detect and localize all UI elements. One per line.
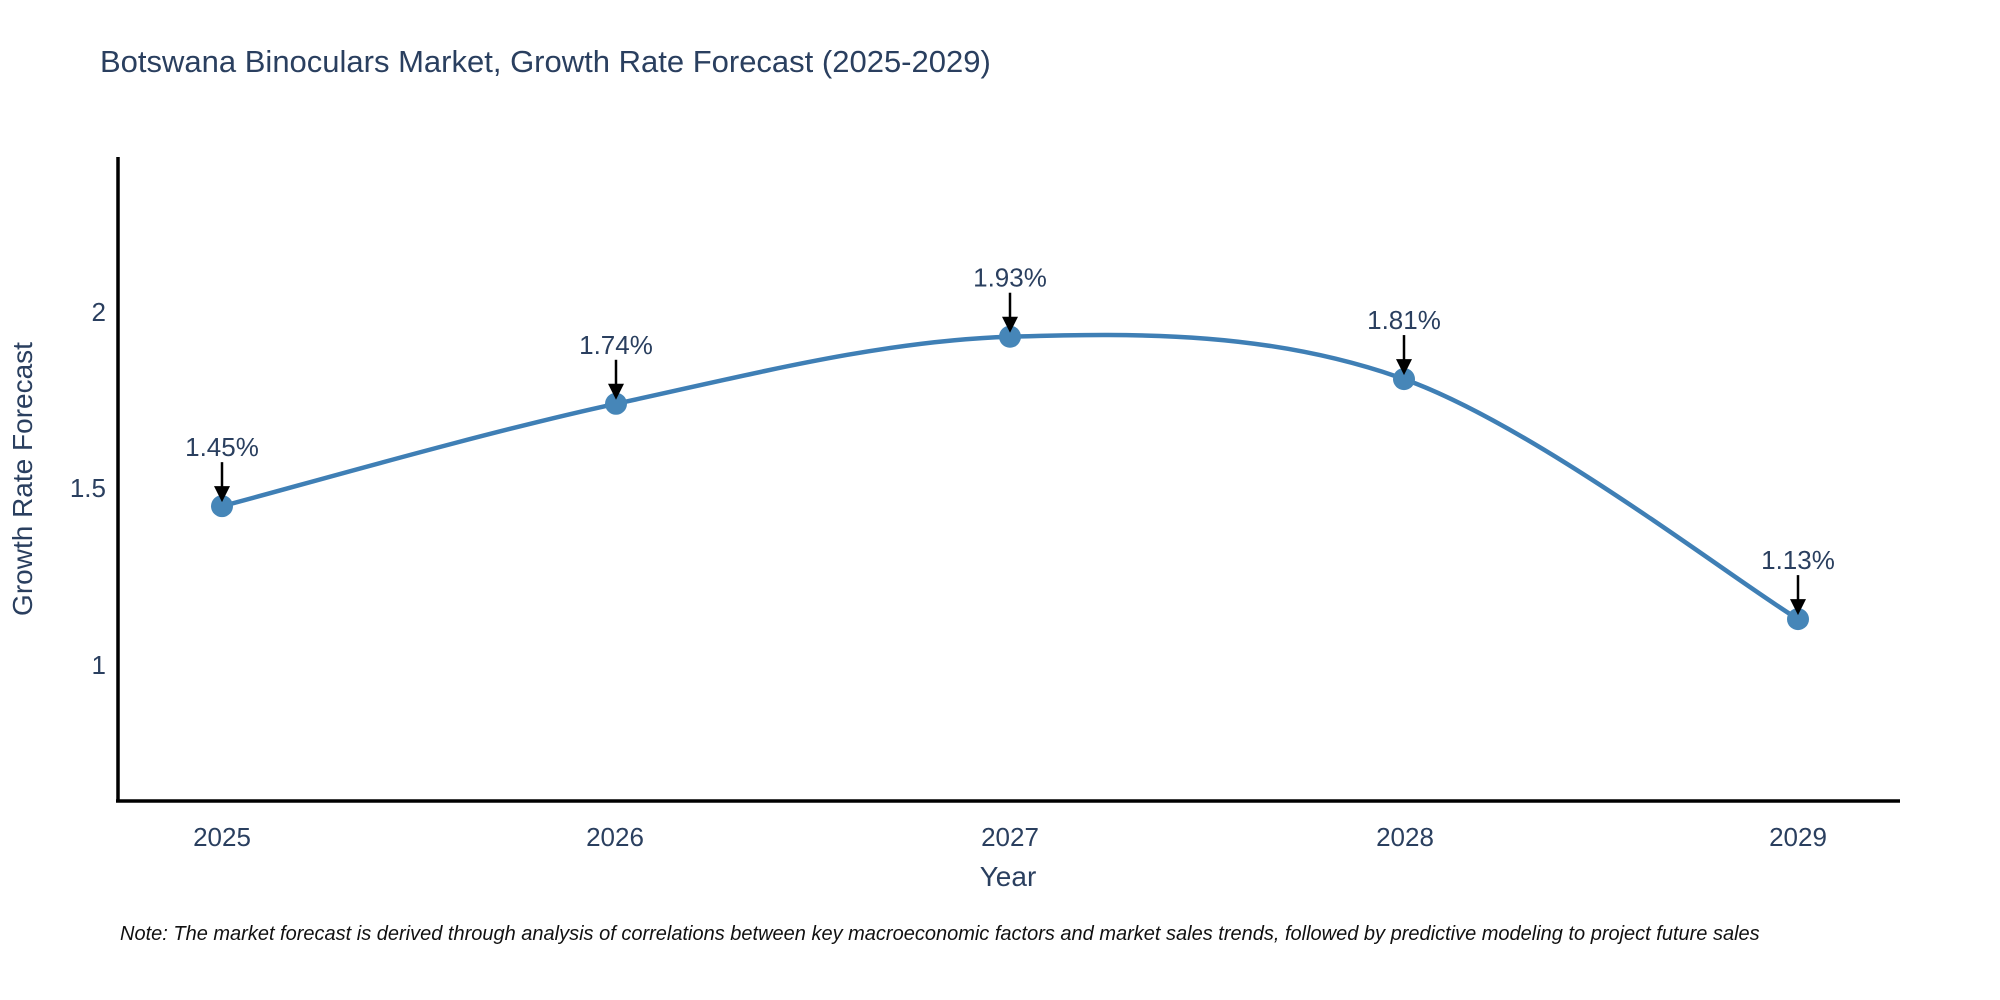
y-tick-1-5: 1.5 (70, 473, 106, 503)
annotation-layer: 1.45% 1.74% 1.93% 1.81% 1.13% (185, 263, 1835, 616)
x-tick-2026: 2026 (586, 822, 644, 852)
annotation-label-2025: 1.45% (185, 432, 259, 462)
x-axis-title: Year (980, 861, 1037, 892)
axes (116, 157, 1900, 803)
annotation-arrow-head (608, 383, 624, 400)
x-tick-2029: 2029 (1769, 822, 1827, 852)
y-axis-title: Growth Rate Forecast (7, 342, 38, 616)
data-point-2025 (211, 495, 233, 518)
data-point-2028 (1393, 368, 1415, 391)
forecast-line (221, 332, 1800, 622)
x-tick-2027: 2027 (981, 822, 1039, 852)
y-tick-labels: 2 1.5 1 (70, 297, 106, 680)
annotation-arrow-head (1790, 599, 1806, 616)
series-line-layer (221, 332, 1800, 622)
y-tick-1: 1 (92, 650, 106, 680)
annotation-label-2026: 1.74% (579, 330, 653, 360)
series-marker-layer (211, 325, 1809, 631)
annotation-label-2028: 1.81% (1367, 305, 1441, 335)
annotation-arrow-head (1002, 316, 1018, 333)
data-point-2029 (1787, 608, 1809, 631)
data-point-2027 (999, 325, 1021, 348)
data-point-2026 (605, 392, 627, 415)
annotation-label-2027: 1.93% (973, 263, 1047, 293)
footnote: Note: The market forecast is derived thr… (120, 923, 1760, 945)
annotation-arrow-head (214, 486, 230, 503)
y-tick-2: 2 (92, 297, 106, 327)
annotation-arrow-head (1396, 359, 1412, 376)
x-tick-2028: 2028 (1376, 822, 1434, 852)
x-tick-labels: 2025 2026 2027 2028 2029 (193, 822, 1827, 852)
annotation-label-2029: 1.13% (1761, 545, 1835, 575)
x-tick-2025: 2025 (193, 822, 251, 852)
chart-title: Botswana Binoculars Market, Growth Rate … (100, 44, 991, 79)
